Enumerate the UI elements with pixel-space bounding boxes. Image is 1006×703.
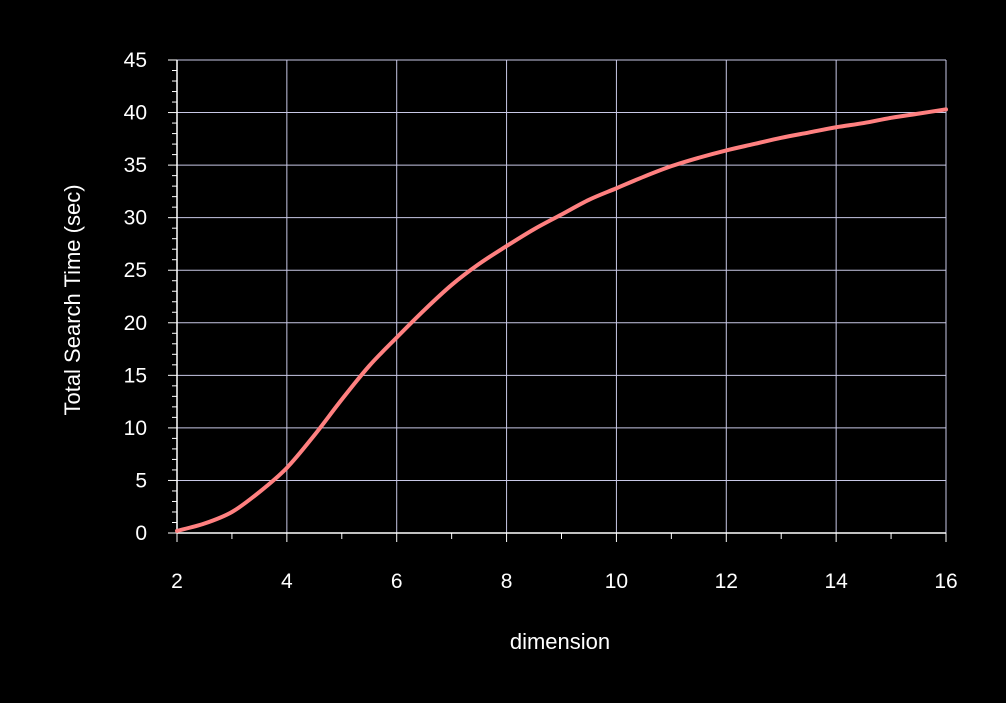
x-axis-ticks: 2 4 6 8 10 12 14 16 <box>171 533 958 593</box>
y-tick-label: 20 <box>124 312 147 335</box>
y-axis-label: Total Search Time (sec) <box>60 184 85 415</box>
x-axis-label: dimension <box>510 629 610 654</box>
y-axis-ticks: 0 5 10 15 20 25 30 35 40 45 <box>124 49 177 545</box>
grid <box>177 59 947 533</box>
y-tick-label: 15 <box>124 364 147 387</box>
x-tick-label: 6 <box>391 570 403 593</box>
y-tick-label: 5 <box>135 469 147 492</box>
x-tick-label: 16 <box>934 570 957 593</box>
y-tick-label: 10 <box>124 417 147 440</box>
x-tick-label: 2 <box>171 570 183 593</box>
series-line-1 <box>175 107 948 533</box>
x-tick-label: 14 <box>824 570 848 593</box>
x-tick-label: 10 <box>605 570 628 593</box>
x-tick-label: 8 <box>501 570 513 593</box>
x-tick-label: 4 <box>281 570 293 593</box>
series-group <box>175 107 948 533</box>
y-tick-label: 25 <box>124 259 147 282</box>
y-tick-label: 30 <box>124 207 147 230</box>
y-tick-label: 45 <box>124 49 147 72</box>
y-tick-label: 35 <box>124 154 147 177</box>
x-tick-label: 12 <box>715 570 738 593</box>
y-tick-label: 0 <box>135 522 147 545</box>
y-tick-label: 40 <box>124 102 147 125</box>
